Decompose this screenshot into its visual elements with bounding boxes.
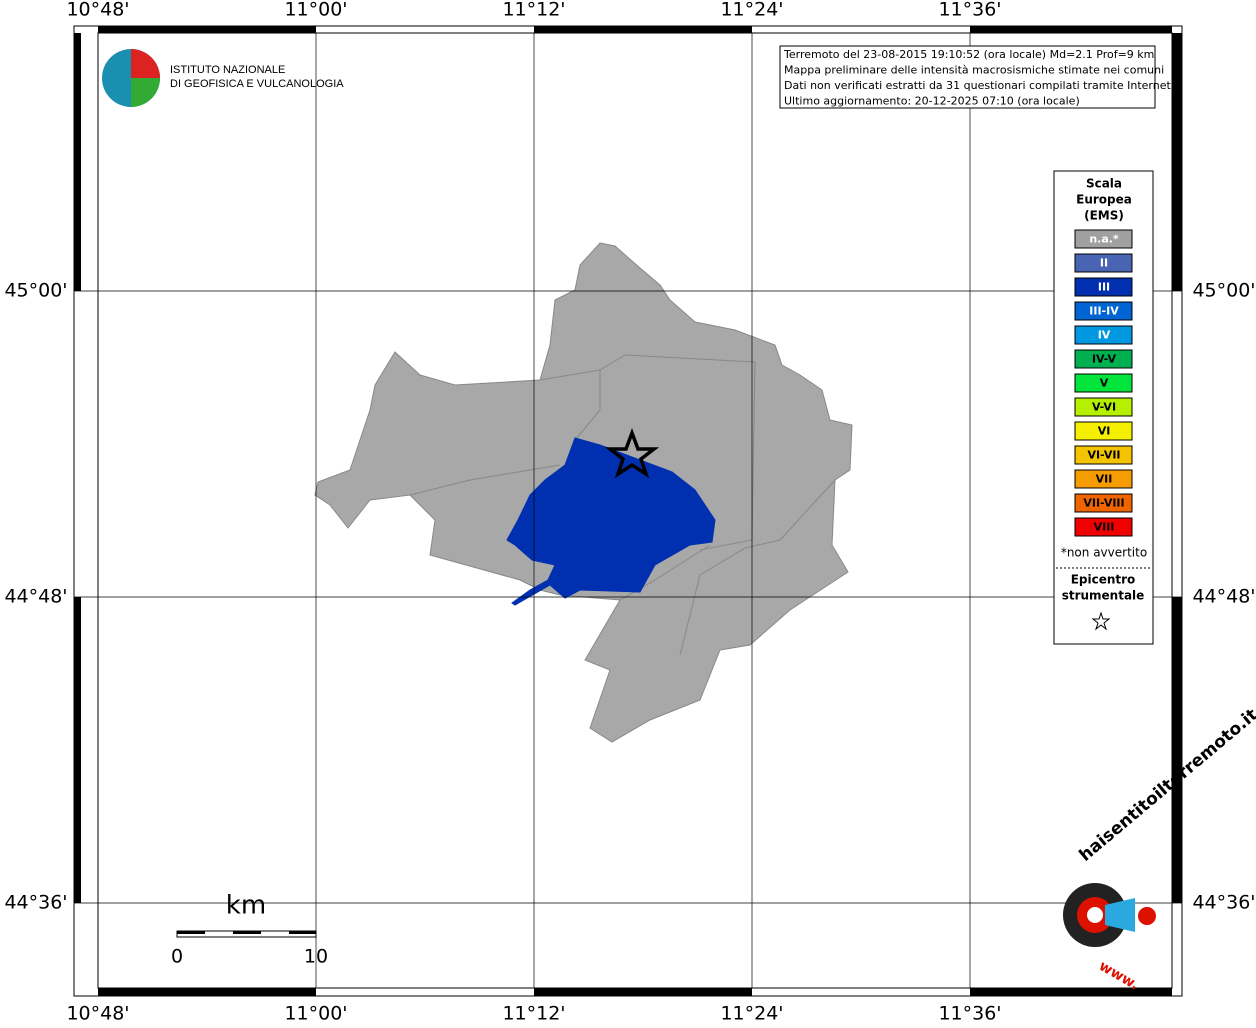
- legend-label: V: [1100, 377, 1109, 390]
- lon-label: 10°48': [66, 0, 129, 21]
- site-logo-speaker: [1105, 898, 1135, 932]
- legend-label: IV-V: [1092, 353, 1117, 366]
- intensity-area: [506, 437, 716, 606]
- logo-segment: [131, 49, 160, 78]
- legend-title: (EMS): [1084, 209, 1124, 223]
- lon-label: 11°00': [284, 0, 347, 21]
- lon-label: 11°36': [938, 1003, 1001, 1025]
- lon-label: 11°24': [720, 1003, 783, 1025]
- epicenter-star: [604, 428, 660, 479]
- lat-label: 45°00': [1192, 280, 1255, 302]
- legend-note: *non avvertito: [1061, 546, 1147, 560]
- legend-title: Europea: [1076, 193, 1132, 207]
- legend-swatch: [1074, 493, 1133, 513]
- legend-swatch: [1074, 397, 1133, 417]
- frame-bar: [98, 988, 316, 996]
- scale-bar-segment: [289, 931, 316, 934]
- legend-label: V-VI: [1092, 401, 1116, 414]
- frame-bar: [1172, 597, 1182, 903]
- site-logo-target: [1087, 907, 1103, 923]
- scale-unit: km: [226, 891, 266, 921]
- scale-bar: km 0 10: [171, 891, 328, 968]
- legend-label: VIII: [1094, 521, 1115, 534]
- legend-label: II: [1100, 257, 1108, 270]
- legend-star: [1091, 611, 1111, 631]
- legend-swatch: [1074, 325, 1133, 345]
- frame-bars: [74, 26, 1182, 996]
- lon-label: 11°24': [720, 0, 783, 21]
- info-line: Terremoto del 23-08-2015 19:10:52 (ora l…: [783, 48, 1154, 61]
- lat-label: 44°48': [1192, 586, 1255, 608]
- logo-text: DI GEOFISICA E VULCANOLOGIA: [170, 78, 344, 90]
- legend-label: n.a.*: [1089, 233, 1119, 246]
- legend-swatch: [1074, 517, 1133, 537]
- legend-epicenter: Epicentro: [1071, 573, 1136, 587]
- logo-segment: [131, 78, 160, 107]
- info-box: [779, 45, 1156, 109]
- scale-bar-segment: [177, 931, 205, 934]
- legend-label: VII-VIII: [1083, 497, 1124, 510]
- frame-bar: [534, 988, 752, 996]
- frame-bar: [74, 597, 81, 903]
- site-logo-dot: [1138, 907, 1156, 925]
- frame-bar: [970, 988, 1172, 996]
- lon-label: 11°12': [502, 1003, 565, 1025]
- graticule: [74, 33, 1182, 988]
- ingv-logo: ISTITUTO NAZIONALE DI GEOFISICA E VULCAN…: [102, 49, 344, 107]
- frame-bar: [1172, 33, 1182, 291]
- legend-swatch: [1074, 469, 1133, 489]
- legend-label: III-IV: [1089, 305, 1119, 318]
- legend-swatch: [1074, 301, 1133, 321]
- info-line: Ultimo aggiornamento: 20-12-2025 07:10 (…: [784, 95, 1080, 108]
- lat-label: 45°00': [4, 280, 67, 302]
- legend-swatch: [1074, 373, 1133, 393]
- scale-label: 0: [171, 946, 183, 968]
- frame-bar: [74, 33, 81, 291]
- lon-label: 10°48': [66, 1003, 129, 1025]
- legend-label: VI-VII: [1087, 449, 1120, 462]
- info-lines: Terremoto del 23-08-2015 19:10:52 (ora l…: [783, 48, 1174, 108]
- frame-bar: [970, 26, 1172, 33]
- legend-swatch: [1074, 229, 1133, 249]
- lat-label: 44°36': [4, 892, 67, 914]
- info-line: Dati non verificati estratti da 31 quest…: [784, 79, 1174, 92]
- info-line: Mappa preliminare delle intensità macros…: [784, 64, 1164, 77]
- scale-label: 10: [304, 946, 328, 968]
- legend-swatch: [1074, 445, 1133, 465]
- legend-swatch: [1074, 421, 1133, 441]
- legend-swatch: [1074, 253, 1133, 273]
- legend-label: VI: [1098, 425, 1111, 438]
- legend-label: VII: [1096, 473, 1113, 486]
- frame-bar: [98, 26, 316, 33]
- lat-label: 44°36': [1192, 892, 1255, 914]
- legend-content: ScalaEuropea(EMS)n.a.*IIIIIIII-IVIVIV-VV…: [1061, 177, 1147, 603]
- legend-swatch: [1074, 349, 1133, 369]
- legend-label: IV: [1098, 329, 1111, 342]
- legend-label: III: [1098, 281, 1110, 294]
- legend-title: Scala: [1086, 177, 1122, 191]
- logo-text: ISTITUTO NAZIONALE: [170, 64, 285, 76]
- legend-swatch: [1074, 277, 1133, 297]
- lon-label: 11°36': [938, 0, 1001, 21]
- lon-label: 11°12': [502, 0, 565, 21]
- legend-epicenter: strumentale: [1062, 589, 1145, 603]
- lat-label: 44°48': [4, 586, 67, 608]
- scale-bar-segment: [233, 931, 261, 934]
- frame-bar: [534, 26, 752, 33]
- lon-label: 11°00': [284, 1003, 347, 1025]
